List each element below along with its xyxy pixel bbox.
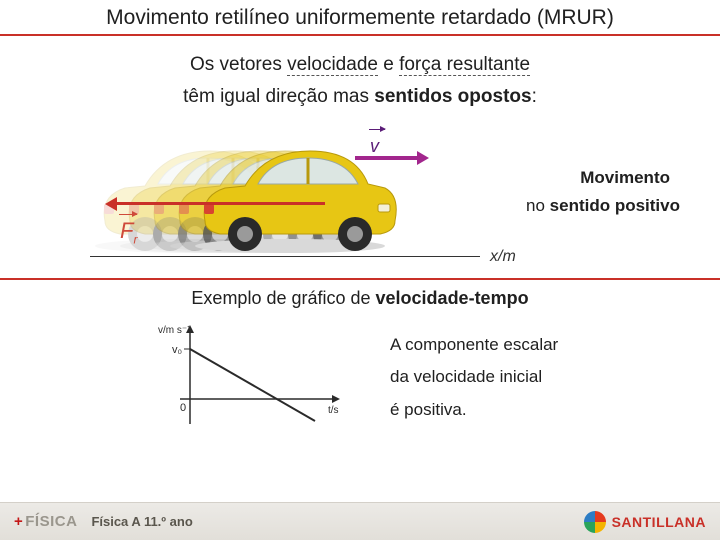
- fr-r: r: [133, 232, 137, 246]
- graph-caption: Exemplo de gráfico de velocidade-tempo: [0, 288, 720, 309]
- text: no: [526, 196, 550, 215]
- diagram-area: v Fr Movimento no sentido positivo x/m: [0, 108, 720, 278]
- sentido-label: no sentido positivo: [526, 196, 680, 216]
- footer-brand: SANTILLANA: [584, 511, 706, 533]
- graph-description: A componente escalar da velocidade inici…: [390, 329, 558, 426]
- fr-label: Fr: [120, 218, 137, 246]
- v0-label: v₀: [172, 344, 182, 356]
- v-hat-arrow: [369, 129, 385, 130]
- text-bold: sentido positivo: [550, 196, 680, 215]
- page-title: Movimento retilíneo uniformemente retard…: [0, 0, 720, 36]
- line2: da velocidade inicial: [390, 361, 558, 393]
- text-forca: força resultante: [399, 54, 530, 76]
- velocity-time-graph: v/m s⁻¹ v₀ 0 t/s: [150, 319, 350, 439]
- text: têm igual direção mas: [183, 86, 374, 107]
- x-axis-label: x/m: [490, 248, 516, 266]
- text: Exemplo de gráfico de: [191, 288, 375, 308]
- fr-vector-arrow: [115, 202, 325, 205]
- text-sentidos: sentidos opostos: [374, 86, 531, 107]
- section-divider: [0, 278, 720, 280]
- brand-text: SANTILLANA: [612, 514, 706, 530]
- footer-plus: +: [14, 513, 23, 530]
- text: :: [532, 86, 537, 107]
- text-bold: velocidade-tempo: [376, 288, 529, 308]
- text: Os vetores: [190, 54, 287, 75]
- fr-hat-arrow: [119, 214, 137, 215]
- text: e: [378, 54, 399, 75]
- v-label: v: [370, 136, 379, 157]
- text-velocidade: velocidade: [287, 54, 378, 76]
- line3: é positiva.: [390, 394, 558, 426]
- x-axis-label: t/s: [328, 405, 339, 416]
- line1: A componente escalar: [390, 329, 558, 361]
- v-vector-arrow: [355, 156, 420, 160]
- footer-course: Física A 11.º ano: [91, 514, 192, 529]
- footer-fisica: FÍSICA: [25, 513, 77, 530]
- subtitle-line-2: têm igual direção mas sentidos opostos:: [0, 86, 720, 108]
- y-axis-label: v/m s⁻¹: [158, 325, 191, 336]
- subtitle-line-1: Os vetores velocidade e força resultante: [0, 54, 720, 76]
- santillana-logo-icon: [584, 511, 606, 533]
- origin-label: 0: [180, 402, 186, 414]
- footer-bar: +FÍSICA Física A 11.º ano SANTILLANA: [0, 502, 720, 540]
- movimento-label: Movimento: [580, 168, 670, 188]
- x-axis-line: [90, 256, 480, 257]
- graph-row: v/m s⁻¹ v₀ 0 t/s A componente escalar da…: [0, 309, 720, 439]
- fr-F: F: [120, 218, 133, 243]
